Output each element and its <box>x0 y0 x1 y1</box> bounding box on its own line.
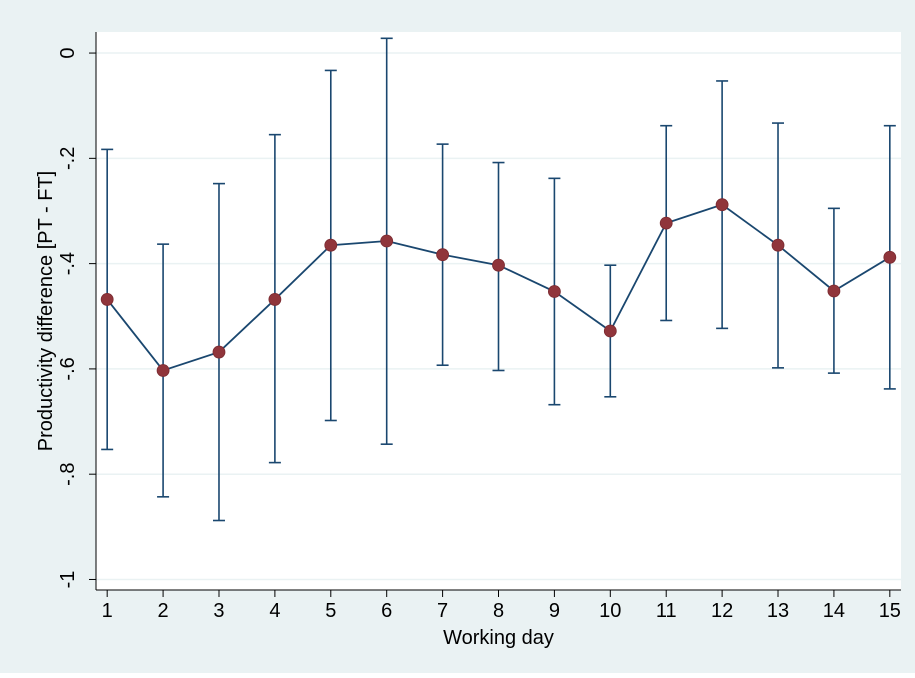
x-tick-label: 14 <box>823 600 845 622</box>
data-point <box>715 198 729 212</box>
x-tick-label: 8 <box>493 600 504 622</box>
x-tick-label: 7 <box>437 600 448 622</box>
y-tick-label: -.6 <box>57 357 79 380</box>
y-tick-label: -1 <box>57 571 79 589</box>
data-point <box>212 345 226 359</box>
x-tick-label: 5 <box>325 600 336 622</box>
data-point <box>380 234 394 248</box>
x-tick-label: 3 <box>213 600 224 622</box>
x-tick-label: 6 <box>381 600 392 622</box>
data-point <box>603 324 617 338</box>
x-tick-label: 10 <box>599 600 621 622</box>
x-tick-label: 13 <box>767 600 789 622</box>
data-point <box>883 250 897 264</box>
x-tick-label: 15 <box>879 600 901 622</box>
x-tick-label: 9 <box>549 600 560 622</box>
x-tick-label: 12 <box>711 600 733 622</box>
y-tick-label: 0 <box>57 47 79 58</box>
data-point <box>659 216 673 230</box>
data-point <box>771 238 785 252</box>
data-point <box>827 284 841 298</box>
x-tick-label: 2 <box>158 600 169 622</box>
y-tick-label: -.8 <box>57 463 79 486</box>
x-tick-label: 1 <box>102 600 113 622</box>
axis-ticks: 0-.2-.4-.6-.8-11 2 3 4 5 6 7 8 9 10 11 12 13 14 15 <box>57 47 901 622</box>
data-point <box>436 248 449 262</box>
data-point <box>548 285 561 298</box>
data-point <box>156 364 170 377</box>
y-tick-label: -.4 <box>57 252 79 275</box>
x-axis-label: Working day <box>443 627 554 649</box>
x-tick-label: 4 <box>269 600 280 622</box>
data-point <box>268 293 282 306</box>
estimate-markers <box>100 198 897 377</box>
y-axis-label: Productivity difference [PT - FT] <box>35 171 57 451</box>
y-tick-label: -.2 <box>57 147 79 170</box>
data-point <box>324 238 338 252</box>
x-tick-label: 11 <box>656 600 677 622</box>
data-point <box>100 293 114 306</box>
data-point <box>492 258 505 272</box>
